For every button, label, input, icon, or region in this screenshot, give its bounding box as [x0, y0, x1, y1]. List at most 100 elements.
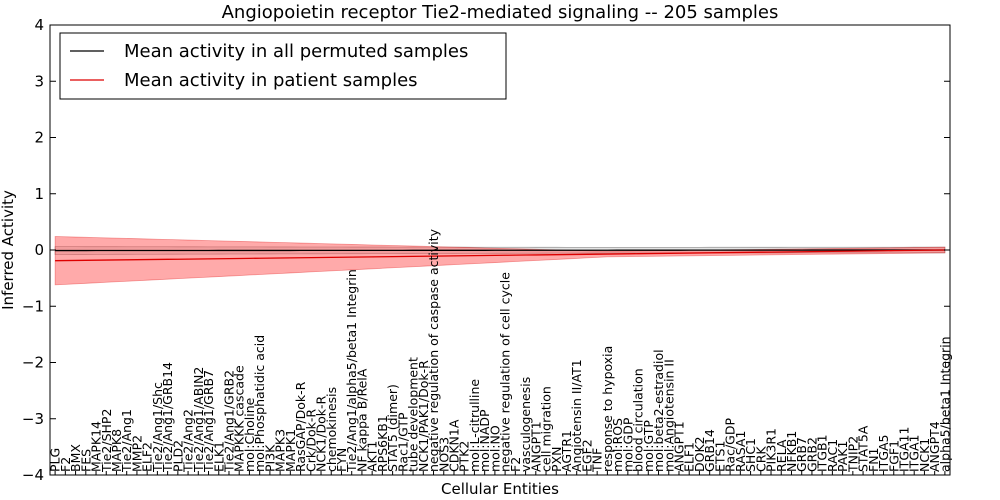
x-tick-label: NCK1 [917, 438, 932, 472]
y-tick-label: 0 [34, 241, 44, 259]
legend-label-patient: Mean activity in patient samples [124, 70, 418, 91]
x-tick-label: PTK2 [457, 441, 472, 472]
x-tick-label: ITGA1 [907, 434, 922, 472]
x-tick-label: vasculogenesis [518, 377, 533, 472]
x-tick-label: alpha5/beta1 Integrin [937, 336, 952, 472]
x-tick-label: tube development [406, 357, 421, 472]
x-tick-label: mol:Choline [242, 397, 257, 472]
x-tick-label: PLD2 [170, 440, 185, 472]
x-tick-label: MAPK8 [109, 429, 124, 472]
y-tick-label: 4 [34, 16, 44, 34]
x-tick-label: Tie2/Ang2 [181, 409, 196, 473]
x-tick-label: Angiotensin II/AT1 [569, 359, 584, 472]
chart-title: Angiopoietin receptor Tie2-mediated sign… [222, 2, 779, 23]
y-tick-label: −1 [22, 297, 44, 315]
x-tick-label: Tie2/SHP2 [99, 409, 114, 473]
x-tick-label: F2 [58, 457, 73, 472]
x-tick-label: NF kappa B/RelA [354, 368, 369, 472]
x-tick-label: RPS6KB1 [375, 415, 390, 472]
x-tick-label: ETS1 [712, 441, 727, 472]
x-tick-label: NOS3 [436, 437, 451, 472]
x-tick-label: MAPKKK cascade [232, 365, 247, 472]
x-tick-label: GRB2 [804, 437, 819, 472]
x-tick-label: BMX [68, 444, 83, 472]
y-tick-label: −4 [22, 466, 44, 484]
x-tick-label: PI3K [262, 444, 277, 472]
x-tick-label: mol:NO [487, 425, 502, 472]
x-tick-label: chemokinesis [324, 387, 339, 472]
x-tick-label: ITGA11 [896, 427, 911, 472]
x-tick-label: MAPK14 [89, 421, 104, 472]
x-tick-label: Tie2/Ang1/ABIN2 [191, 367, 206, 473]
patient-mean-line [55, 249, 945, 262]
legend-box [59, 32, 507, 100]
x-tick-label: RasGAP/Dok-R [293, 381, 308, 472]
x-tick-label: RAC1 [825, 439, 840, 472]
x-tick-label: RELA [774, 439, 789, 472]
x-tick-label: FES [78, 449, 93, 472]
x-tick-label: ITGB1 [815, 434, 830, 472]
legend: Mean activity in all permuted samples Me… [59, 32, 507, 100]
x-tick-label: SHC1 [743, 438, 758, 472]
y-axis-label: Inferred Activity [0, 190, 17, 310]
x-tick-label: MAPK1 [283, 429, 298, 472]
x-tick-label: STAT5A [856, 425, 871, 472]
x-tick-label: mol:L-citrulline [467, 379, 482, 472]
x-tick-label: Tie2/Ang1/GRB14 [160, 362, 175, 473]
y-tick-label: 3 [34, 72, 44, 90]
x-tick-label: FYN [334, 448, 349, 472]
x-tick-label: EGF2 [579, 439, 594, 472]
y-tick-label: 1 [34, 185, 44, 203]
x-tick-label: mol:GDP [620, 417, 635, 472]
x-tick-label: GRB14 [702, 429, 717, 472]
x-tick-label: ELK1 [211, 441, 226, 472]
x-tick-label: response to hypoxia [600, 346, 615, 472]
x-tick-label: negative regulation of cell cycle [498, 272, 513, 472]
x-tick-label: blood circulation [631, 368, 646, 472]
x-tick-label: mol:ROS [610, 418, 625, 472]
x-tick-label: ANGPT4 [927, 421, 942, 472]
x-tick-label: NCK1/PAK1/Dok-R [416, 360, 431, 472]
x-tick-label: Tie2/Ang1/alpha5/beta1 Integrin [344, 269, 359, 473]
x-tick-label: TNF [590, 448, 605, 473]
x-tick-label: PXN [549, 447, 564, 472]
x-tick-label: RASA1 [733, 431, 748, 472]
x-tick-label: mol:beta2-estradiol [651, 349, 666, 472]
x-tick-label: negative regulation of caspase activity [426, 228, 441, 472]
x-tick-label: Tie2/Ang1/GRB7 [201, 370, 216, 473]
x-tick-label: cell migration [539, 386, 554, 472]
x-axis-label: Cellular Entities [441, 480, 559, 498]
x-tick-label: ANGPT1 [528, 421, 543, 472]
x-tick-label: mol:GTP [641, 420, 656, 472]
legend-label-permuted: Mean activity in all permuted samples [124, 41, 468, 62]
y-tick-label: −3 [22, 410, 44, 428]
x-tick-label: mol:Angiotensin II [661, 359, 676, 472]
permuted-mean-line [55, 249, 945, 252]
x-tick-label: AKT1 [365, 441, 380, 472]
x-tick-label: PLG [48, 448, 63, 472]
x-tick-label: CRK [753, 446, 768, 472]
x-tick-label: NFKB1 [784, 431, 799, 472]
x-tick-label: DOK2 [692, 436, 707, 472]
x-tick-label: AGTR1 [559, 430, 574, 472]
x-tick-label: MMP2 [129, 435, 144, 472]
x-tick-label: ITGA5 [876, 434, 891, 472]
x-tick-label: GRB7 [794, 437, 809, 472]
x-tick-label: PIK3R1 [764, 428, 779, 472]
x-tick-label: F2 [508, 457, 523, 472]
y-tick-label: −2 [22, 354, 44, 372]
x-tick-label: Rac/GDP [723, 418, 738, 472]
x-tick-label: Crk/Dok-R [303, 409, 318, 472]
x-tick-label: NCK1/Dok-R [314, 396, 329, 472]
x-tick-label: CDKN1A [446, 419, 461, 472]
x-tick-label: MAPK3 [273, 429, 288, 472]
x-tick-label: TNIP2 [845, 436, 860, 473]
patient-variance-band [54, 236, 946, 286]
x-tick-label: FGF1 [886, 440, 901, 472]
y-tick-label: 2 [34, 129, 44, 147]
x-tick-label: mol:Phosphatidic acid [252, 335, 267, 472]
x-tick-label: Tie2/Ang1 [119, 409, 134, 473]
x-tick-label: ELF1 [682, 442, 697, 472]
x-tick-label: ANGPT1 [671, 421, 686, 472]
